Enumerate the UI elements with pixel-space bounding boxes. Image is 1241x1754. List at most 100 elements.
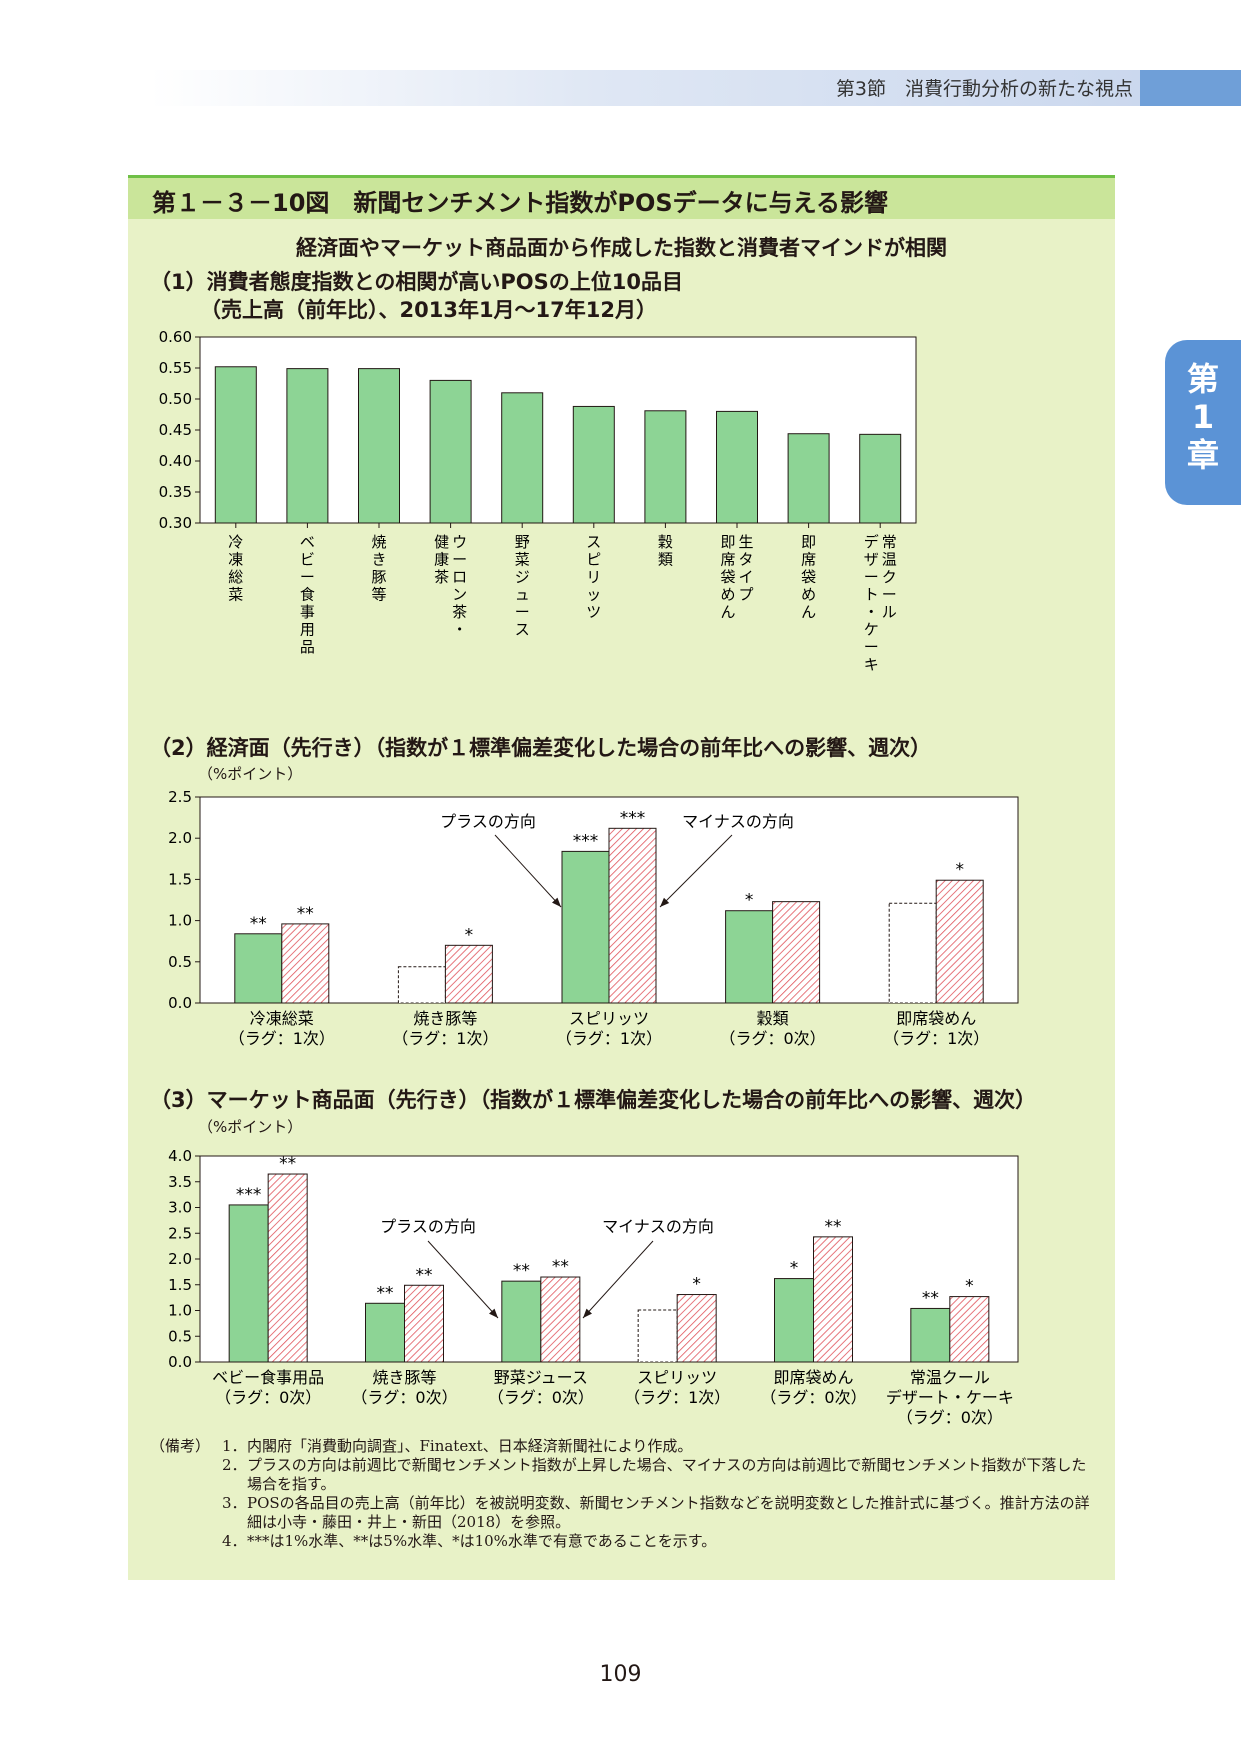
x-category-label: デ <box>864 533 879 551</box>
figure-subtitle: 経済面やマーケット商品面から作成した指数と消費者マインドが相関 <box>296 236 947 260</box>
chapter-tab: 第 1 章 <box>1165 340 1241 505</box>
x-lag-label: （ラグ：1次） <box>229 1029 335 1048</box>
bar-minus-direction <box>267 1173 308 1363</box>
x-category-label: ん <box>720 603 735 621</box>
x-category-label: 豚 <box>371 568 386 586</box>
notes-label: （備考） <box>150 1437 211 1455</box>
section2-title: （2）経済面（先行き）（指数が１標準偏差変化した場合の前年比への影響、週次） <box>150 736 932 760</box>
x-category-label: 常 <box>882 533 897 551</box>
x-category-label: ベ <box>300 533 315 551</box>
y-tick-label: 0.60 <box>159 328 192 346</box>
significance-label: ** <box>279 1154 296 1174</box>
arrow-head <box>660 897 670 907</box>
x-category-label: 袋 <box>720 568 735 586</box>
bar-minus-direction <box>444 944 493 1004</box>
x-category-label: 穀類 <box>757 1009 789 1028</box>
x-lag-label: （ラグ：0次） <box>760 1388 866 1407</box>
annotation-arrow <box>494 834 562 908</box>
header-tab <box>1140 70 1241 106</box>
x-category-label: ー <box>882 586 897 604</box>
significance-label: * <box>965 1277 974 1297</box>
significance-label: *** <box>620 808 646 828</box>
significance-label: * <box>790 1259 799 1279</box>
x-category-label: ツ <box>586 603 601 621</box>
y-tick-label: 4.0 <box>168 1147 192 1165</box>
x-category-label: ウ <box>452 533 467 551</box>
x-category-label: 食 <box>300 586 315 604</box>
x-category-label: 事 <box>300 603 315 621</box>
chart-1: 0.300.350.400.450.500.550.60冷凍総菜ベビー食事用品焼… <box>159 328 917 674</box>
bar-plus-direction <box>561 850 610 1004</box>
x-lag-label: （ラグ：1次） <box>883 1029 989 1048</box>
x-category-label: 席 <box>801 551 816 569</box>
x-category-label: リ <box>586 568 601 586</box>
bar <box>644 410 687 524</box>
bar <box>429 379 472 524</box>
bar-plus-direction <box>501 1280 542 1363</box>
x-category-label: スピリッツ <box>637 1368 717 1387</box>
header-band <box>150 70 1140 106</box>
x-lag-label: （ラグ：0次） <box>351 1388 457 1407</box>
y-tick-label: 1.5 <box>168 1276 192 1294</box>
x-category-label: ー <box>300 568 315 586</box>
bar-minus-direction <box>949 1296 990 1363</box>
bar <box>358 368 400 524</box>
note-text: 内閣府「消費動向調査」、Finatext、日本経済新聞社により作成。 <box>247 1437 693 1455</box>
y-tick-label: 2.5 <box>168 788 192 806</box>
chart-2: 0.00.51.01.52.02.5** **冷凍総菜（ラグ：1次）*焼き豚等（ラ… <box>168 788 1019 1048</box>
section3-unit: （%ポイント） <box>198 1118 303 1136</box>
x-category-label: ス <box>515 621 530 639</box>
y-tick-label: 0.0 <box>168 994 192 1012</box>
y-tick-label: 0.30 <box>159 514 192 532</box>
chapter-tab-char: 1 <box>1191 398 1215 436</box>
significance-label: ** <box>250 914 267 934</box>
x-category-label: 穀 <box>658 533 673 551</box>
x-category-label: ッ <box>586 586 601 604</box>
y-tick-label: 0.5 <box>168 953 192 971</box>
figure-title-bar <box>128 175 1115 219</box>
x-category-label: 焼 <box>371 533 386 551</box>
x-category-label: 凍 <box>228 551 243 569</box>
section1-subtitle: （売上高（前年比）、2013年1月～17年12月） <box>200 298 658 322</box>
x-category-label: ジ <box>515 568 530 586</box>
x-category-label: ト <box>864 586 879 604</box>
chapter-tab-char: 章 <box>1186 436 1219 474</box>
x-category-label: ク <box>882 568 897 586</box>
x-lag-label: （ラグ：0次） <box>488 1388 594 1407</box>
y-tick-label: 0.35 <box>159 483 192 501</box>
note-text: プラスの方向は前週比で新聞センチメント指数が上昇した場合、マイナスの方向は前週比… <box>247 1456 1087 1493</box>
x-category-label: ・ <box>452 621 467 639</box>
x-category-label: 野菜ジュース <box>494 1368 588 1387</box>
annotation-plus: プラスの方向 <box>380 1217 476 1236</box>
y-tick-label: 2.0 <box>168 1250 192 1268</box>
y-tick-label: 0.55 <box>159 359 192 377</box>
x-category-label: ン <box>452 586 467 604</box>
x-category-label: ー <box>864 568 879 586</box>
annotation-plus: プラスの方向 <box>440 812 536 831</box>
bar-plus-direction <box>888 902 937 1004</box>
annotation-arrow <box>427 1240 499 1319</box>
significance-label: * <box>955 860 964 880</box>
y-tick-label: 0.0 <box>168 1353 192 1371</box>
x-category-label: 総 <box>228 568 243 586</box>
x-category-label: ピ <box>586 551 601 569</box>
bar-minus-direction <box>404 1284 444 1363</box>
bar-minus-direction <box>935 879 984 1004</box>
figure-title: 第１－３－10図 新聞センチメント指数がPOSデータに与える影響 <box>152 189 888 217</box>
bar <box>716 410 758 524</box>
significance-label: ** <box>552 1257 569 1277</box>
bar <box>787 433 830 524</box>
bar-plus-direction <box>910 1307 951 1363</box>
chapter-tab-char: 第 <box>1186 360 1219 398</box>
annotation-minus: マイナスの方向 <box>602 1217 714 1236</box>
x-lag-label: （ラグ：1次） <box>624 1388 730 1407</box>
x-category-label: ュ <box>515 586 530 604</box>
bar-minus-direction <box>676 1294 717 1363</box>
significance-label: * <box>692 1275 701 1295</box>
significance-label: *** <box>236 1185 262 1205</box>
section1-title: （1）消費者態度指数との相関が高いPOSの上位10品目 <box>150 270 683 294</box>
x-lag-label: （ラグ：0次） <box>720 1029 826 1048</box>
significance-label: ** <box>825 1217 842 1237</box>
x-category-label: 品 <box>300 638 315 656</box>
bar-plus-direction <box>397 966 446 1004</box>
